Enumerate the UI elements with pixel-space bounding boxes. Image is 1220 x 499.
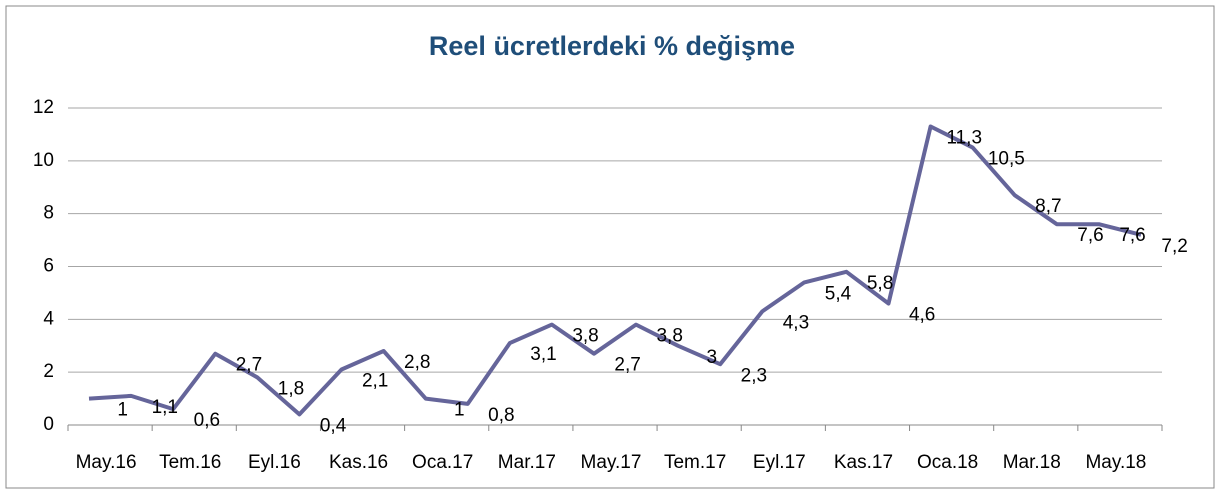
data-label: 7,2 [1161, 236, 1187, 257]
x-tick-label: Eyl.16 [248, 452, 301, 473]
x-tick-label: May.16 [76, 452, 137, 473]
data-label: 2,1 [362, 371, 388, 392]
x-tick-label: May.17 [581, 452, 642, 473]
data-label: 2,3 [741, 365, 767, 386]
data-label: 1 [117, 400, 128, 421]
data-label: 3,8 [656, 326, 682, 347]
x-tick-label: Oca.17 [412, 452, 473, 473]
y-tick-label: 4 [43, 308, 54, 329]
line-series [88, 124, 1142, 417]
data-label: 0,6 [194, 410, 220, 431]
chart-title: Reel ücretlerdeki % değişme [429, 31, 795, 61]
data-label: 4,6 [909, 304, 935, 325]
data-label: 11,3 [946, 128, 982, 149]
y-tick-label: 2 [43, 361, 54, 382]
x-tick-label: Kas.17 [834, 452, 893, 473]
chart-border [5, 5, 1215, 489]
y-tick-label: 6 [43, 256, 54, 277]
y-tick-label: 0 [43, 414, 54, 435]
x-tick-label: Mar.17 [498, 452, 556, 473]
data-label: 10,5 [988, 149, 1025, 170]
data-label: 4,3 [783, 312, 809, 333]
data-label: 3 [706, 347, 717, 368]
y-tick-label: 8 [43, 203, 54, 224]
data-label: 2,7 [236, 355, 262, 376]
x-tick-label: Tem.16 [159, 452, 221, 473]
y-tick-label: 10 [33, 150, 54, 171]
x-tick-label: Eyl.17 [753, 452, 806, 473]
data-label: 5,8 [867, 273, 893, 294]
data-label: 5,4 [825, 283, 852, 304]
x-tick-label: Oca.18 [917, 452, 978, 473]
data-label: 0,4 [320, 415, 347, 436]
data-label: 2,8 [404, 352, 430, 373]
data-label: 1,8 [278, 378, 304, 399]
data-label: 0,8 [488, 405, 514, 426]
y-tick-label: 12 [33, 97, 54, 118]
x-tick-label: Mar.18 [1003, 452, 1061, 473]
data-label: 3,8 [572, 326, 598, 347]
data-label: 2,7 [614, 355, 640, 376]
data-label: 7,6 [1119, 225, 1145, 246]
x-tick-label: Tem.17 [664, 452, 726, 473]
data-label: 7,6 [1077, 225, 1103, 246]
x-tick-label: May.18 [1085, 452, 1146, 473]
data-label: 3,1 [530, 344, 556, 365]
x-tick-label: Kas.16 [329, 452, 388, 473]
data-label: 1 [454, 400, 465, 421]
data-label: 8,7 [1035, 196, 1061, 217]
data-label: 1,1 [152, 397, 178, 418]
